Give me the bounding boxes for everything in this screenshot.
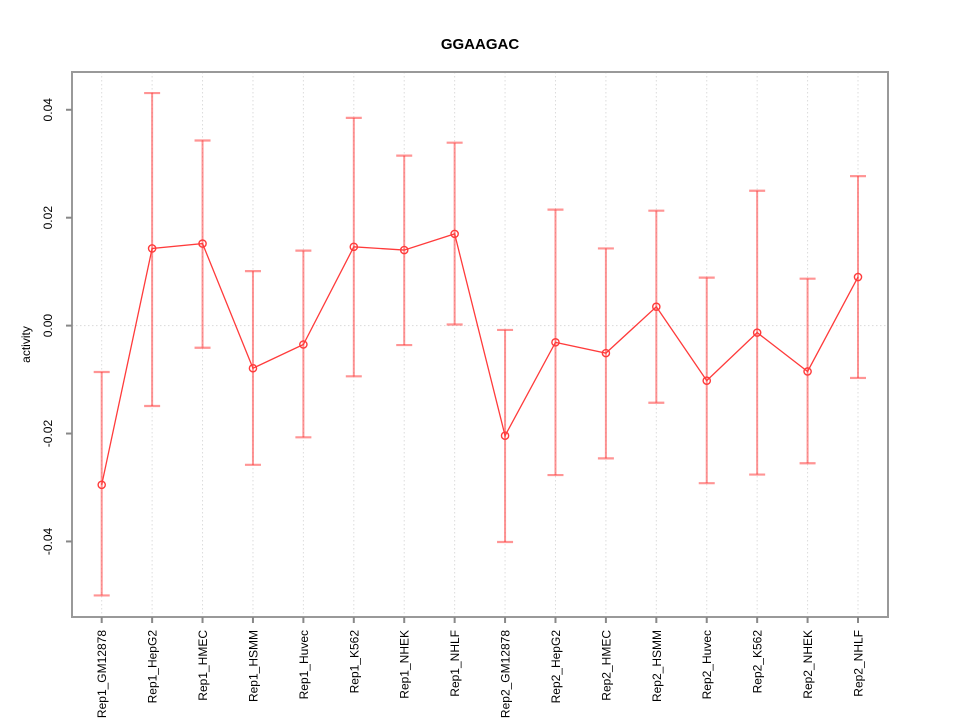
y-tick-label: -0.04 bbox=[41, 527, 55, 555]
data-point bbox=[198, 239, 207, 248]
data-point bbox=[551, 338, 560, 347]
data-point bbox=[803, 367, 812, 376]
data-point bbox=[399, 245, 409, 255]
x-tick-label: Rep2_HepG2 bbox=[549, 630, 563, 704]
data-point bbox=[147, 244, 157, 253]
data-point bbox=[601, 348, 611, 358]
data-point bbox=[752, 328, 762, 337]
x-tick-label: Rep2_HMEC bbox=[599, 630, 613, 701]
data-point bbox=[500, 431, 510, 440]
data-point bbox=[853, 272, 863, 282]
x-tick-label: Rep1_HMEC bbox=[196, 630, 210, 701]
x-tick-label: Rep1_HepG2 bbox=[146, 630, 160, 704]
activity-line bbox=[101, 233, 859, 485]
plot-box bbox=[71, 71, 889, 618]
x-tick-label: Rep2_GM12878 bbox=[499, 630, 513, 718]
data-layer bbox=[93, 91, 866, 597]
data-point bbox=[97, 480, 106, 490]
x-tick-label: Rep1_Huvec bbox=[297, 630, 311, 699]
axis-layer: -0.04 -0.02 0.00 0.02 0.04 Rep1_GM12878 Rep1_H… bbox=[41, 98, 866, 718]
grid-layer bbox=[72, 72, 888, 617]
chart-title: GGAAGAC bbox=[441, 36, 520, 53]
y-tick-label: 0.04 bbox=[41, 98, 55, 122]
x-tick-label: Rep1_GM12878 bbox=[95, 630, 109, 718]
x-tick-label: Rep2_NHEK bbox=[801, 630, 815, 699]
y-tick-label: -0.02 bbox=[41, 420, 55, 448]
x-tick-label: Rep2_NHLF bbox=[852, 630, 866, 697]
data-point bbox=[248, 363, 258, 373]
data-point bbox=[349, 242, 359, 252]
x-tick-label: Rep2_HSMM bbox=[650, 630, 664, 702]
y-axis-label: activity bbox=[19, 326, 33, 363]
x-tick-label: Rep1_NHEK bbox=[398, 630, 412, 699]
data-point bbox=[450, 229, 459, 239]
y-tick-label: 0.00 bbox=[41, 314, 55, 338]
x-tick-label: Rep1_HSMM bbox=[246, 630, 260, 702]
y-tick-label: 0.02 bbox=[41, 206, 55, 230]
data-point bbox=[299, 340, 308, 349]
plot-frame bbox=[71, 71, 889, 618]
x-tick-label: Rep1_NHLF bbox=[448, 630, 462, 697]
x-tick-label: Rep2_K562 bbox=[751, 630, 765, 694]
x-tick-label: Rep2_Huvec bbox=[700, 630, 714, 699]
data-point bbox=[702, 376, 712, 385]
data-point bbox=[652, 302, 661, 312]
x-tick-label: Rep1_K562 bbox=[347, 630, 361, 694]
